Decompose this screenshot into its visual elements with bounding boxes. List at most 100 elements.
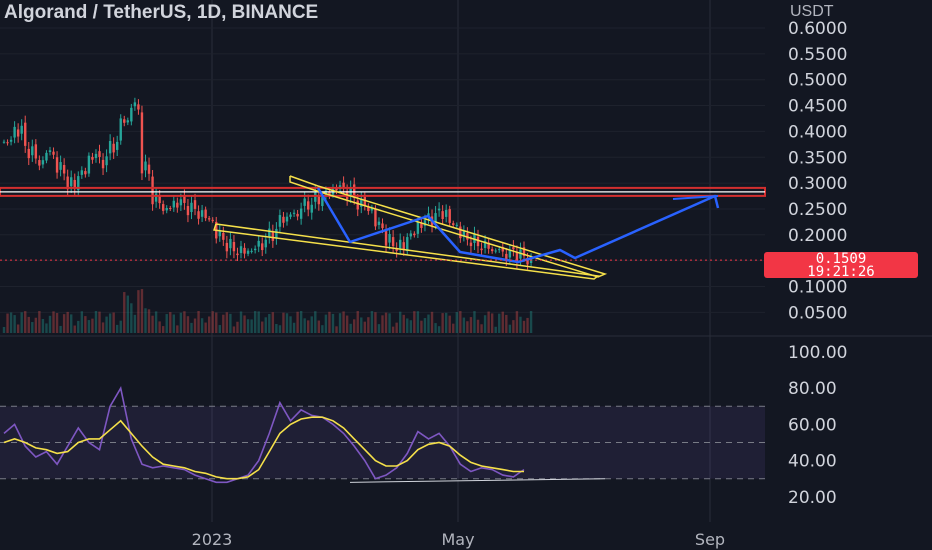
volume-bar [158,321,161,333]
volume-bar [183,311,186,333]
candle-body [229,238,232,249]
volume-bar [207,316,211,333]
volume-bar [133,314,137,333]
volume-bar [91,318,94,333]
candle-body [80,170,84,175]
volume-bar [179,312,183,333]
candle-body [190,202,193,213]
volume-bar [413,311,416,333]
price-tick-label: 0.1000 [788,278,847,298]
volume-bar [45,323,48,333]
volume-bar [512,320,515,333]
candle-body [70,177,73,187]
wedge-lower [213,223,600,280]
volume-bar [356,311,359,333]
volume-bar [338,313,342,333]
candle-body [317,195,321,205]
candle-body [420,223,423,228]
volume-bar [349,323,352,333]
volume-bar [476,319,480,333]
volume-bar [218,325,221,333]
candle-body [264,239,267,248]
volume-bar [101,322,105,333]
candle-body [193,200,197,209]
price-tick-label: 0.3000 [788,174,847,194]
volume-bar [204,322,207,333]
candle-body [406,237,409,252]
volume-bar [62,314,66,333]
candle-body [321,197,324,207]
candle-body [505,253,508,261]
candle-body [218,230,221,237]
volume-bar [222,314,225,333]
candle-body [9,139,13,142]
price-axis[interactable]: 0.6000 0.5500 0.5000 0.4500 0.4000 0.3500 0.30… [788,19,847,508]
volume-bar [73,325,76,333]
candle-body [16,129,20,137]
volume-bar [342,311,345,333]
candle-body [413,233,416,236]
volume-bar [324,314,328,333]
candle-body [377,221,381,225]
candle-body [62,165,66,174]
volume-bar [66,311,69,333]
candle-body [45,152,48,161]
candle-body [490,249,494,252]
candle-body [498,249,501,251]
volume-bar [303,318,306,333]
price-tick-label: 0.6000 [788,19,847,39]
volume-bar [55,312,59,333]
price-tick-label: 0.2500 [788,200,847,220]
candle-body [515,252,519,262]
candle-body [77,176,80,191]
time-tick-label: Sep [695,530,725,549]
volume-bar [409,320,413,333]
volume-bar [498,313,501,333]
candle-body [395,249,398,251]
volume-bar [406,318,409,333]
volume-bar [360,317,363,333]
candle-body [409,233,413,237]
candle-body [27,148,30,159]
drawings [0,175,766,280]
candle-body [455,224,458,226]
volume-bar [508,324,512,333]
volume-bar [130,303,133,333]
candle-body [161,204,165,211]
candle-body [261,243,264,251]
candle-body [342,182,345,189]
volume-bar [172,314,175,333]
candle-body [98,151,101,157]
candle-body [356,200,359,210]
volume-bar [169,312,172,333]
volume-bar [310,316,313,333]
volume-bar [307,320,310,333]
candle-body [448,209,451,223]
volume-bar [243,315,246,333]
candle-body [282,216,285,223]
volume-bar [448,315,451,333]
candle-body [183,196,186,203]
volume-bar [9,312,13,333]
candle-body [243,247,246,254]
volume-bar [268,313,271,333]
candle-body [257,240,260,247]
volume-bar [529,311,533,333]
volume-bar [483,315,487,333]
volume-bar [314,311,317,333]
volume-bar [200,318,204,333]
candle-body [353,184,356,198]
current-price-badge[interactable]: 0.1509 19:21:26 [764,252,918,279]
rsi-divergence-line [349,478,606,483]
candle-body [94,153,98,159]
volume-bar [522,320,526,333]
volume-bar [112,312,115,333]
candle-body [459,226,462,239]
candle-body [508,250,512,258]
time-axis[interactable]: 2023 May Sep [192,530,725,549]
volume-bar [253,311,257,333]
candle-body [59,162,62,170]
chart-title: Algorand / TetherUS, 1D, BINANCE [4,2,319,23]
volume-bar [59,325,62,333]
